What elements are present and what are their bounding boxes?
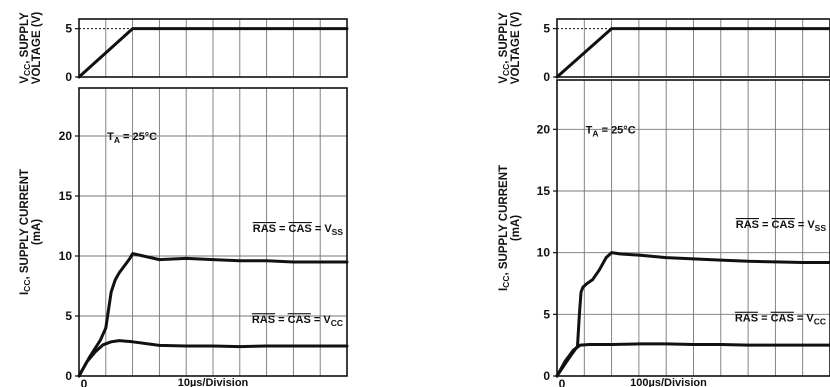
voltage-tick-label: 5: [65, 22, 72, 36]
current-tick-label: 10: [59, 249, 73, 263]
label-ras-cas-vcc: RAS = CAS = VCC: [252, 314, 343, 328]
x-origin-label: 0: [559, 377, 566, 387]
current-axis-title-line2: (mA): [510, 215, 522, 241]
voltage-tick-label: 0: [543, 70, 550, 84]
current-tick-label: 0: [65, 369, 72, 383]
current-series-vcc-line: [77, 339, 349, 378]
current-tick-label: 20: [59, 129, 73, 143]
voltage-axis-title-line2: VOLTAGE (V): [510, 12, 522, 85]
voltage-series-line: [77, 27, 349, 79]
voltage-tick-label: 0: [65, 70, 72, 84]
current-plot-frame: [556, 79, 830, 377]
x-origin-label: 0: [81, 377, 88, 387]
current-axis-title-line2: (mA): [31, 219, 43, 245]
current-tick-label: 5: [65, 309, 72, 323]
voltage-tick-label: 5: [543, 22, 550, 36]
label-ras-cas-vss: RAS = CAS = VSS: [253, 223, 344, 237]
voltage-axis-title-line1: VCC, SUPPLY: [498, 12, 511, 84]
x-axis-title: 100µs/Division: [630, 377, 707, 387]
current-panel: 0 5 10 15 20 ICC, SUPPLY CURRENT (mA) TA = 25°C…: [498, 79, 830, 387]
voltage-axis-title-line2: VOLTAGE (V): [31, 12, 43, 85]
voltage-plot-frame: [556, 18, 830, 78]
label-ras-cas-vss: RAS = CAS = VSS: [736, 219, 827, 233]
current-tick-label: 15: [59, 189, 73, 203]
current-tick-label: 0: [543, 369, 550, 383]
current-panel: 0 5 10 15 20 ICC, SUPPLY CURRENT (mA) TA = 25°C…: [19, 87, 349, 387]
current-plot-frame: [78, 87, 348, 377]
current-tick-label: 5: [543, 307, 550, 321]
current-series-vss-line: [77, 252, 349, 378]
chart-1: 0 5 VCC, SUPPLY VOLTAGE (V) 0 5 10 15 20 ICC, SUP…: [19, 12, 349, 387]
chart-2: 0 5 VCC, SUPPLY VOLTAGE (V) 0 5 10 15 20 ICC, SUP…: [498, 12, 830, 387]
voltage-panel: 0 5 VCC, SUPPLY VOLTAGE (V): [19, 12, 349, 85]
current-series-vss-line: [555, 251, 830, 378]
current-tick-label: 15: [537, 184, 551, 198]
current-axis-title-line1: ICC, SUPPLY CURRENT: [19, 169, 32, 295]
current-tick-label: 10: [537, 246, 551, 260]
temperature-annotation: TA = 25°C: [107, 131, 157, 145]
voltage-axis-title-line1: VCC, SUPPLY: [19, 12, 32, 84]
x-axis-title: 10µs/Division: [178, 377, 249, 387]
label-ras-cas-vcc: RAS = CAS = VCC: [735, 313, 826, 327]
voltage-series-line: [555, 27, 830, 79]
temperature-annotation: TA = 25°C: [586, 124, 636, 138]
current-axis-title-line1: ICC, SUPPLY CURRENT: [498, 165, 511, 291]
voltage-panel: 0 5 VCC, SUPPLY VOLTAGE (V): [498, 12, 830, 85]
voltage-plot-frame: [78, 18, 348, 78]
current-series-vcc-line: [555, 342, 830, 378]
current-tick-label: 20: [537, 122, 551, 136]
